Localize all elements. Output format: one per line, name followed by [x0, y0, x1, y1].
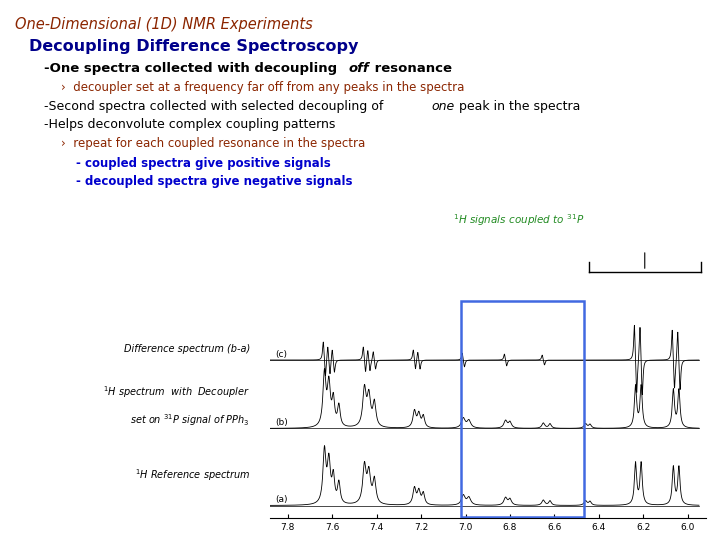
Text: -Helps deconvolute complex coupling patterns: -Helps deconvolute complex coupling patt… — [45, 118, 336, 131]
Text: -Second spectra collected with selected decoupling of: -Second spectra collected with selected … — [45, 100, 388, 113]
Text: Decoupling Difference Spectroscopy: Decoupling Difference Spectroscopy — [29, 39, 358, 55]
Text: - coupled spectra give positive signals: - coupled spectra give positive signals — [76, 157, 330, 171]
Text: peak in the spectra: peak in the spectra — [455, 100, 580, 113]
Text: resonance: resonance — [370, 63, 452, 76]
X-axis label: $^{1}$H/ppm: $^{1}$H/ppm — [467, 538, 508, 540]
Text: one: one — [431, 100, 455, 113]
Text: off: off — [348, 63, 369, 76]
Text: -One spectra collected with decoupling: -One spectra collected with decoupling — [45, 63, 342, 76]
Text: Difference spectrum (b-a): Difference spectrum (b-a) — [124, 345, 250, 354]
Text: ›  repeat for each coupled resonance in the spectra: › repeat for each coupled resonance in t… — [61, 137, 365, 151]
Text: $^{1}$H spectrum  with  Decoupler: $^{1}$H spectrum with Decoupler — [103, 384, 250, 401]
Text: set on $^{31}$P signal of PPh$_{3}$: set on $^{31}$P signal of PPh$_{3}$ — [130, 413, 250, 428]
Text: (c): (c) — [276, 350, 287, 359]
Text: $^{1}$H Reference spectrum: $^{1}$H Reference spectrum — [135, 468, 250, 483]
Text: - decoupled spectra give negative signals: - decoupled spectra give negative signal… — [76, 176, 352, 188]
Text: One-Dimensional (1D) NMR Experiments: One-Dimensional (1D) NMR Experiments — [15, 17, 312, 32]
Text: (b): (b) — [276, 418, 288, 428]
Text: $^{1}$H signals coupled to $^{31}$P: $^{1}$H signals coupled to $^{31}$P — [453, 212, 584, 228]
Text: ›  decoupler set at a frequency far off from any peaks in the spectra: › decoupler set at a frequency far off f… — [61, 82, 464, 94]
Text: (a): (a) — [276, 496, 288, 504]
